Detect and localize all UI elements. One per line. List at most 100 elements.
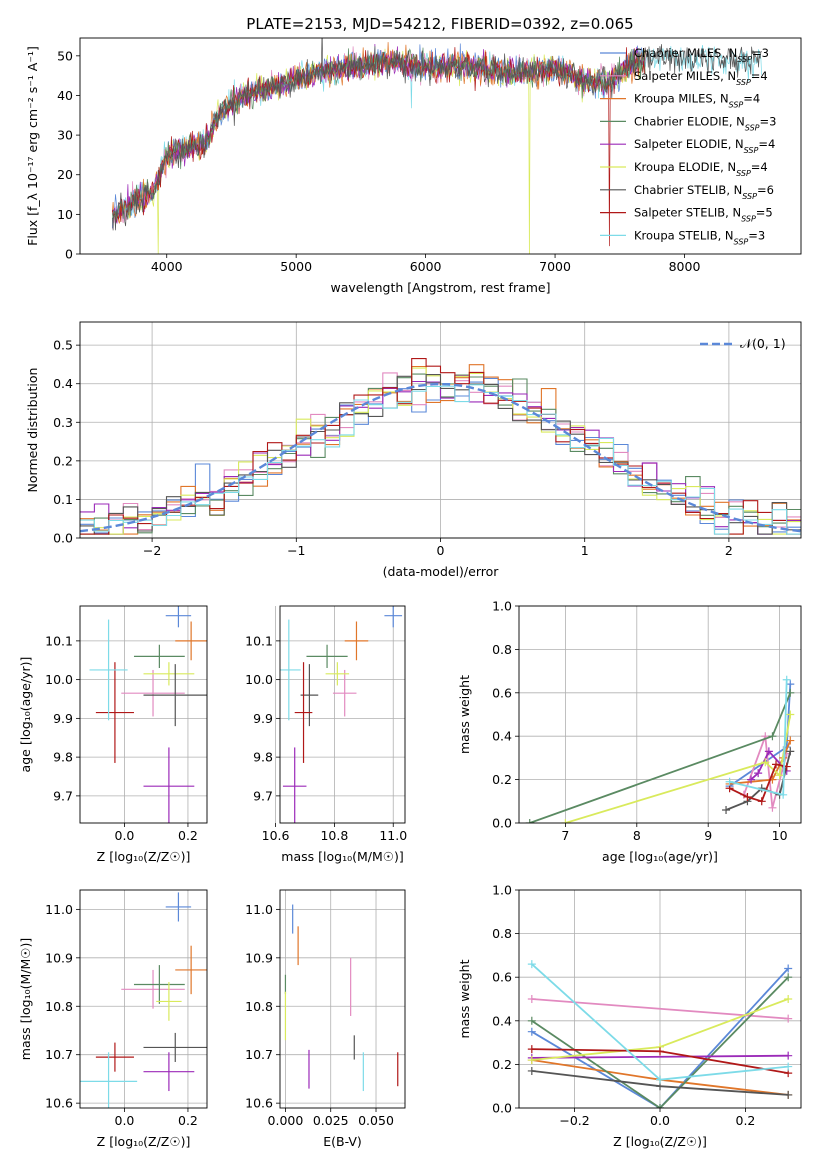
marker-plus (784, 1062, 793, 1071)
axes-frame (79, 37, 802, 255)
errorbar-point (95, 662, 134, 763)
y-tick-label: 0.8 (492, 926, 512, 941)
y-tick-label: 11.0 (245, 902, 273, 917)
errorbar-point (384, 606, 403, 628)
weight-series (527, 1066, 793, 1099)
grid-lines (280, 890, 405, 1108)
x-tick-label: 0.0 (115, 828, 135, 843)
errorbar-point (89, 619, 128, 721)
x-tick-label: 7 (561, 828, 569, 843)
x-axis-label: (data-model)/error (383, 564, 500, 579)
x-axis-label: mass [log₁₀(M/M☉)] (281, 849, 403, 864)
marker-plus (757, 797, 766, 806)
weight-series (525, 688, 795, 823)
y-tick-label: 10.0 (245, 672, 273, 687)
y-axis-label: mass [log₁₀(M/M☉)] (18, 938, 33, 1060)
x-tick-label: 0.2 (178, 1113, 198, 1128)
y-tick-label: 1.0 (492, 599, 512, 614)
y-tick-label: 10.1 (45, 633, 73, 648)
grid-lines (80, 606, 207, 823)
plot-area (112, 38, 762, 254)
marker-plus (747, 775, 756, 784)
y-tick-label: 0.0 (53, 531, 73, 546)
y-tick-label: 0.3 (53, 415, 73, 430)
marker-plus (784, 995, 793, 1003)
x-tick-label: 0.2 (178, 828, 198, 843)
x-tick-label: −2 (143, 543, 161, 558)
y-tick-label: 0.4 (492, 1013, 512, 1028)
y-tick-label: 9.7 (253, 788, 273, 803)
marker-plus (761, 758, 770, 767)
legend: Chabrier MILES, NSSP=3 Salpeter MILES, NS… (600, 46, 776, 246)
marker-plus (656, 1075, 664, 1084)
x-tick-label: 7000 (539, 259, 571, 274)
panel-ebv_mass: 0.000 0.025 0.050 10.6 10.7 10.8 10.9 11.0 E(B-V… (245, 889, 406, 1149)
marker-plus (527, 1056, 536, 1065)
axes-frame (279, 605, 406, 824)
errorbar-point (165, 606, 192, 628)
legend-label: Chabrier MILES, NSSP=3 (634, 46, 769, 64)
y-tick-label: 9.8 (53, 750, 73, 765)
errorbar-point (282, 747, 307, 823)
y-tick-label: 10.7 (45, 1047, 73, 1062)
x-axis-label: age [log₁₀(age/yr)] (602, 849, 718, 864)
x-tick-label: 10 (772, 828, 788, 843)
panel-z_mass: 0.0 0.2 10.6 10.7 10.8 10.9 11.0 Z [log₁₀(Z/Z☉)… (18, 889, 208, 1149)
y-axis-label: mass weight (457, 959, 472, 1038)
marker-plus (527, 960, 536, 969)
marker-plus (768, 732, 777, 741)
weight-series (527, 1045, 793, 1078)
axes-frame (518, 889, 802, 1109)
y-tick-label: 10.0 (45, 672, 73, 687)
marker-plus (768, 803, 777, 812)
legend-label: Salpeter MILES, NSSP=4 (634, 69, 768, 87)
y-tick-label: 10.8 (45, 999, 73, 1014)
x-axis-label: Z [log₁₀(Z/Z☉)] (97, 849, 191, 864)
panel-z_age: 0.0 0.2 9.7 9.8 9.9 10.0 10.1 Z [log₁₀(Z/Z☉)] ag… (18, 605, 208, 864)
marker-plus (764, 747, 773, 756)
marker-plus (754, 769, 763, 778)
errorbar-point (95, 1042, 134, 1072)
legend-label: Salpeter STELIB, NSSP=5 (634, 206, 773, 224)
plot-area (80, 892, 207, 1108)
marker-plus (782, 675, 791, 684)
x-tick-label: 1 (581, 543, 589, 558)
y-tick-label: 10.9 (245, 950, 273, 965)
y-tick-label: 0.4 (53, 376, 73, 391)
y-tick-label: 20 (57, 167, 73, 182)
legend-label: Chabrier ELODIE, NSSP=3 (634, 114, 776, 131)
errorbar-point (306, 644, 348, 668)
x-axis-label: Z [log₁₀(Z/Z☉)] (97, 1134, 191, 1149)
weight-series (725, 675, 791, 799)
x-tick-label: 0.2 (736, 1113, 756, 1128)
legend-label: Chabrier STELIB, NSSP=6 (634, 183, 774, 201)
x-tick-label: 6000 (410, 259, 442, 274)
marker-plus (656, 1104, 664, 1108)
y-tick-label: 10.8 (245, 999, 273, 1014)
x-tick-label: 0.0 (650, 1113, 670, 1128)
panel-z_weight: −0.2 0.0 0.2 0.0 0.2 0.4 0.6 0.8 1.0 Z [log₁₀(Z/Z… (457, 883, 802, 1149)
errorbar-point (143, 662, 195, 686)
axes-frame (79, 605, 208, 824)
marker-plus (561, 819, 570, 823)
y-tick-label: 9.7 (53, 788, 73, 803)
marker-plus (527, 1045, 536, 1054)
marker-plus (527, 1027, 536, 1036)
y-tick-label: 9.9 (53, 711, 73, 726)
legend-label: Kroupa ELODIE, NSSP=4 (634, 160, 768, 178)
marker-plus (784, 1090, 793, 1099)
y-tick-label: 40 (57, 88, 73, 103)
y-tick-label: 30 (57, 128, 73, 143)
y-tick-label: 10.7 (245, 1047, 273, 1062)
axes-frame (79, 889, 208, 1109)
errorbar-point (332, 669, 357, 717)
errorbar-point (133, 644, 185, 668)
marker-plus (786, 736, 795, 745)
marker-plus (725, 777, 734, 786)
y-axis-label: age [log₁₀(age/yr)] (18, 657, 33, 773)
errorbar-point (175, 621, 207, 661)
y-tick-label: 1.0 (492, 883, 512, 898)
errorbar-point (280, 619, 301, 721)
y-tick-label: 0.1 (53, 492, 73, 507)
